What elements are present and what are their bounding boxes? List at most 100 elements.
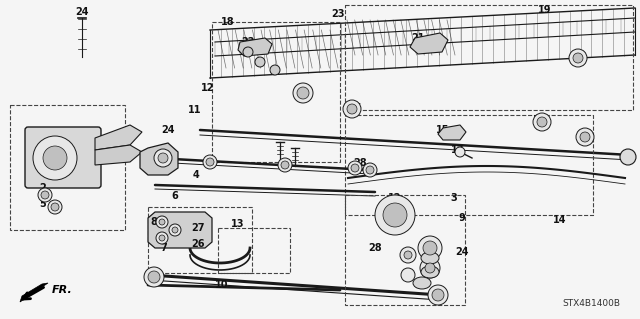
Text: 4: 4 <box>429 253 435 263</box>
Text: 26: 26 <box>191 239 205 249</box>
Bar <box>345 195 465 305</box>
Polygon shape <box>238 38 272 56</box>
Bar <box>212 22 340 162</box>
Text: 9: 9 <box>459 213 465 223</box>
Circle shape <box>154 149 172 167</box>
Text: 6: 6 <box>172 191 179 201</box>
Circle shape <box>159 235 165 241</box>
Polygon shape <box>148 212 212 248</box>
Circle shape <box>620 149 636 165</box>
Circle shape <box>206 158 214 166</box>
Text: 21: 21 <box>412 33 425 43</box>
Circle shape <box>156 232 168 244</box>
Text: 23: 23 <box>332 9 345 19</box>
Circle shape <box>366 166 374 174</box>
Text: 28: 28 <box>203 157 217 167</box>
Circle shape <box>347 104 357 114</box>
Circle shape <box>455 147 465 157</box>
Text: 11: 11 <box>188 105 202 115</box>
Text: 24: 24 <box>455 247 468 257</box>
Ellipse shape <box>413 277 431 289</box>
Circle shape <box>159 219 165 225</box>
Circle shape <box>41 191 49 199</box>
Circle shape <box>404 251 412 259</box>
Circle shape <box>297 87 309 99</box>
Text: FR.: FR. <box>52 285 73 295</box>
Polygon shape <box>410 33 448 54</box>
Circle shape <box>169 224 181 236</box>
Circle shape <box>401 268 415 282</box>
Circle shape <box>537 117 547 127</box>
Circle shape <box>363 163 377 177</box>
Circle shape <box>533 113 551 131</box>
Bar <box>345 5 633 110</box>
Ellipse shape <box>421 252 439 264</box>
Ellipse shape <box>421 266 439 278</box>
Text: 1: 1 <box>67 163 74 173</box>
Text: 7: 7 <box>161 243 168 253</box>
Circle shape <box>432 289 444 301</box>
Circle shape <box>278 158 292 172</box>
Circle shape <box>156 216 168 228</box>
Circle shape <box>351 164 359 172</box>
Text: 6: 6 <box>417 280 424 290</box>
Polygon shape <box>95 145 142 165</box>
Polygon shape <box>140 143 178 175</box>
Circle shape <box>48 200 62 214</box>
Text: 4: 4 <box>193 170 200 180</box>
Text: 17: 17 <box>451 145 465 155</box>
Circle shape <box>270 65 280 75</box>
Circle shape <box>51 203 59 211</box>
Text: 28: 28 <box>368 243 382 253</box>
Text: 24: 24 <box>76 7 89 17</box>
Text: 19: 19 <box>538 5 552 15</box>
Circle shape <box>293 83 313 103</box>
Text: 8: 8 <box>150 217 157 227</box>
Polygon shape <box>20 283 48 302</box>
Text: 18: 18 <box>221 17 235 27</box>
Circle shape <box>38 188 52 202</box>
Text: 10: 10 <box>215 280 228 290</box>
Text: 12: 12 <box>201 83 215 93</box>
FancyBboxPatch shape <box>25 127 101 188</box>
Text: 25: 25 <box>579 130 593 140</box>
Text: 2: 2 <box>40 183 46 193</box>
Text: 3: 3 <box>451 193 458 203</box>
Circle shape <box>148 271 160 283</box>
Text: 27: 27 <box>191 223 205 233</box>
Text: STX4B1400B: STX4B1400B <box>562 299 620 308</box>
Polygon shape <box>95 125 142 150</box>
Circle shape <box>576 128 594 146</box>
Circle shape <box>428 285 448 305</box>
Text: 14: 14 <box>553 215 567 225</box>
Circle shape <box>423 241 437 255</box>
Circle shape <box>420 258 440 278</box>
Bar <box>345 115 593 215</box>
Circle shape <box>158 153 168 163</box>
Circle shape <box>375 195 415 235</box>
Circle shape <box>573 53 583 63</box>
Text: 22: 22 <box>241 37 255 47</box>
Bar <box>148 207 252 273</box>
Circle shape <box>343 100 361 118</box>
Circle shape <box>144 267 164 287</box>
Text: 13: 13 <box>231 219 244 229</box>
Text: 5: 5 <box>40 199 46 209</box>
Bar <box>218 228 290 273</box>
Circle shape <box>418 236 442 260</box>
Polygon shape <box>438 125 466 140</box>
Circle shape <box>383 203 407 227</box>
Circle shape <box>172 227 178 233</box>
Text: 20: 20 <box>573 53 587 63</box>
Circle shape <box>43 146 67 170</box>
Text: 16: 16 <box>296 87 310 97</box>
Text: 24: 24 <box>161 125 175 135</box>
Text: 25: 25 <box>348 103 362 113</box>
Circle shape <box>255 57 265 67</box>
Circle shape <box>580 132 590 142</box>
Circle shape <box>243 47 253 57</box>
Text: 16: 16 <box>533 115 547 125</box>
Circle shape <box>33 136 77 180</box>
Bar <box>10 105 125 230</box>
Text: 28: 28 <box>353 158 367 168</box>
